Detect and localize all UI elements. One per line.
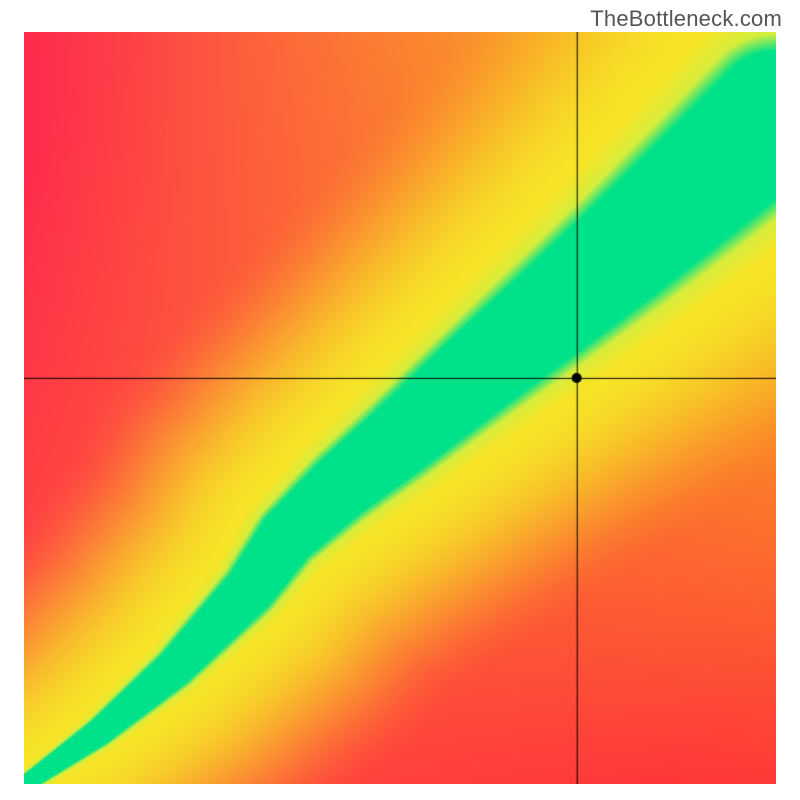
- heatmap-plot: [24, 32, 776, 784]
- chart-container: TheBottleneck.com: [0, 0, 800, 800]
- heatmap-canvas: [24, 32, 776, 784]
- watermark-text: TheBottleneck.com: [590, 6, 782, 32]
